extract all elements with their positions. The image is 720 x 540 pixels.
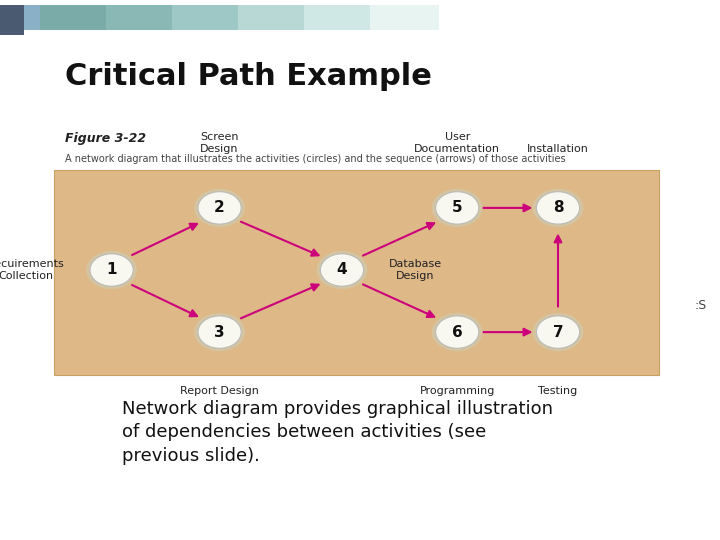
Bar: [54, 170, 659, 375]
Text: 7: 7: [553, 325, 563, 340]
Text: Programming: Programming: [420, 386, 495, 396]
Text: A network diagram that illustrates the activities (circles) and the sequence (ar: A network diagram that illustrates the a…: [65, 154, 565, 164]
Text: Screen
Design: Screen Design: [200, 132, 239, 154]
Text: Report Design: Report Design: [180, 386, 259, 396]
Text: Critical Path Example: Critical Path Example: [65, 62, 432, 91]
Text: Network diagram provides graphical illustration
of dependencies between activiti: Network diagram provides graphical illus…: [122, 400, 554, 465]
Text: 1: 1: [107, 262, 117, 278]
Circle shape: [198, 316, 241, 348]
Circle shape: [432, 189, 482, 227]
Text: Testing: Testing: [539, 386, 577, 396]
Circle shape: [90, 254, 133, 286]
Circle shape: [432, 313, 482, 351]
Text: :S: :S: [695, 299, 707, 312]
Circle shape: [320, 254, 364, 286]
Circle shape: [436, 192, 479, 224]
Text: Database
Design: Database Design: [389, 259, 442, 281]
Circle shape: [536, 316, 580, 348]
Text: 6: 6: [452, 325, 462, 340]
Circle shape: [194, 313, 245, 351]
Circle shape: [533, 313, 583, 351]
Circle shape: [536, 192, 580, 224]
Circle shape: [317, 251, 367, 289]
Text: 8: 8: [553, 200, 563, 215]
Text: Figure 3-22: Figure 3-22: [65, 132, 146, 145]
Circle shape: [436, 316, 479, 348]
Text: User
Documentation: User Documentation: [414, 132, 500, 154]
Circle shape: [86, 251, 137, 289]
Circle shape: [194, 189, 245, 227]
Text: 4: 4: [337, 262, 347, 278]
Circle shape: [198, 192, 241, 224]
Circle shape: [533, 189, 583, 227]
Text: 3: 3: [215, 325, 225, 340]
Text: Recuirements
Collection: Recuirements Collection: [0, 259, 65, 281]
Text: Installation: Installation: [527, 144, 589, 154]
Text: 5: 5: [452, 200, 462, 215]
Text: 2: 2: [215, 200, 225, 215]
